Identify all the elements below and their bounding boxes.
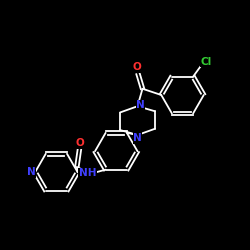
Text: N: N xyxy=(133,133,142,143)
Text: N: N xyxy=(136,100,145,110)
Text: Cl: Cl xyxy=(200,56,212,66)
Text: NH: NH xyxy=(78,168,96,178)
Text: O: O xyxy=(132,62,141,72)
Text: O: O xyxy=(75,138,84,148)
Text: N: N xyxy=(27,167,36,177)
